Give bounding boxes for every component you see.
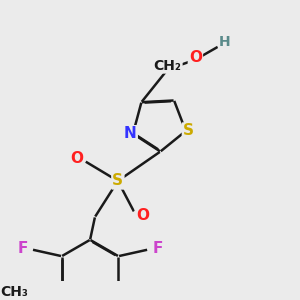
Text: O: O <box>189 50 202 64</box>
Text: CH₃: CH₃ <box>0 285 28 299</box>
Text: O: O <box>136 208 149 223</box>
Text: O: O <box>70 151 83 166</box>
Text: H: H <box>219 35 231 49</box>
Text: CH₂: CH₂ <box>154 58 182 73</box>
Text: N: N <box>124 126 137 141</box>
Text: S: S <box>112 173 123 188</box>
Text: S: S <box>183 124 194 139</box>
Text: F: F <box>152 241 163 256</box>
Text: F: F <box>17 241 28 256</box>
